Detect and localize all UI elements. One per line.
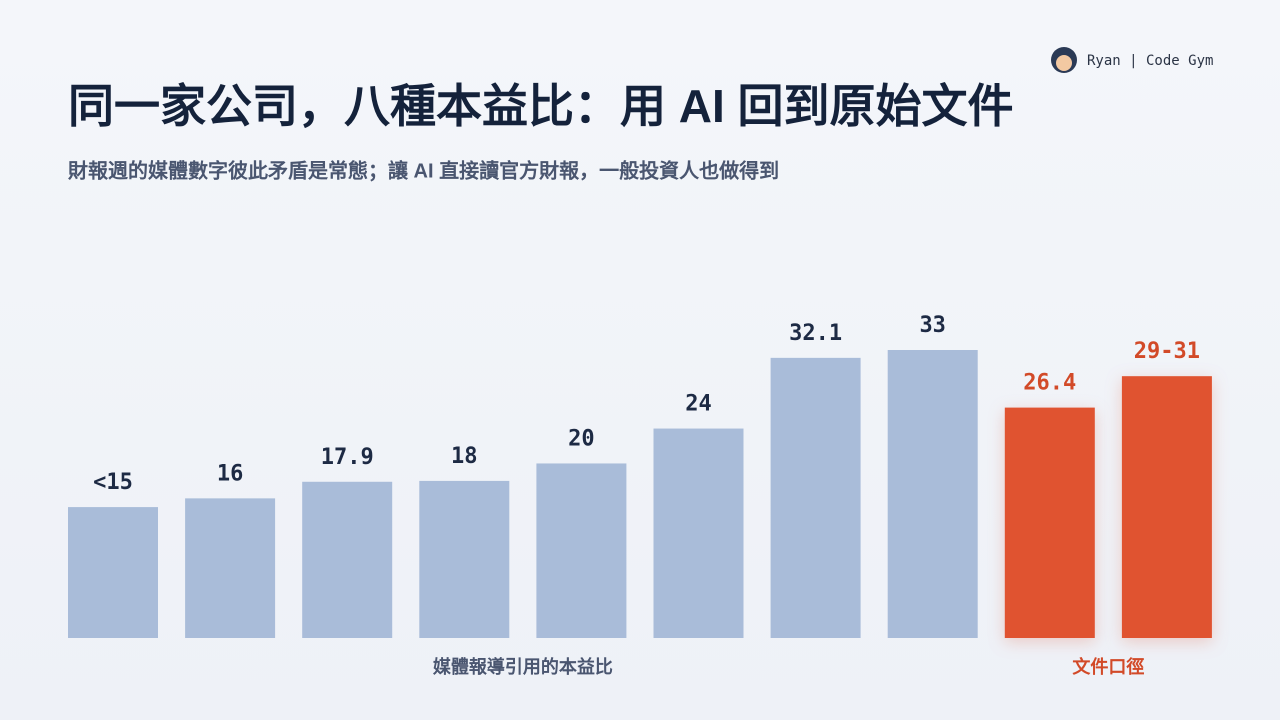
bar (1004, 407, 1095, 638)
bar (1121, 376, 1212, 638)
chart-title: 同一家公司，八種本益比：用 AI 回到原始文件 (68, 80, 1014, 132)
bar (770, 357, 861, 638)
value-label: 24 (685, 392, 712, 417)
value-label: 26.4 (1023, 371, 1076, 396)
value-label: 33 (919, 313, 946, 338)
brand: Ryan | Code Gym (1087, 53, 1213, 69)
bar (536, 463, 627, 638)
group-label: 媒體報導引用的本益比 (433, 656, 613, 677)
value-label: 29-31 (1134, 339, 1200, 364)
bar (653, 428, 744, 638)
avatar-face (1056, 55, 1072, 71)
value-label: <15 (93, 470, 133, 495)
bar (185, 498, 276, 638)
bar (302, 481, 393, 638)
value-label: 17.9 (321, 445, 374, 470)
bar (887, 350, 978, 638)
value-label: 32.1 (789, 321, 842, 346)
value-label: 16 (217, 461, 244, 486)
value-label: 18 (451, 444, 478, 469)
value-label: 20 (568, 426, 595, 451)
subtitle: 財報週的媒體數字彼此矛盾是常態；讓 AI 直接讀官方財報，一般投資人也做得到 (68, 158, 779, 182)
bar (419, 480, 510, 638)
bar (68, 507, 158, 638)
group-label: 文件口徑 (1072, 656, 1144, 677)
